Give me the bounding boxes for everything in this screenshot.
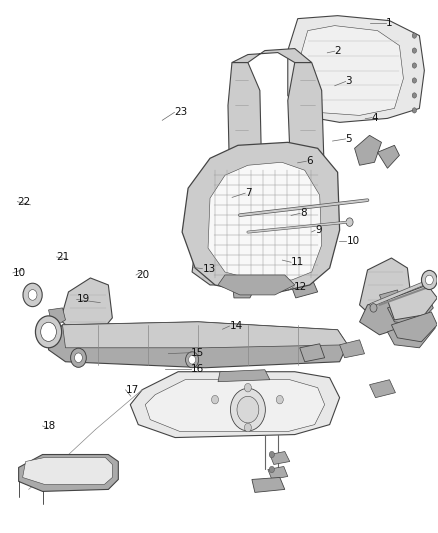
Text: 22: 22 [17,197,31,207]
Circle shape [71,348,86,367]
Circle shape [244,423,251,432]
Circle shape [412,63,417,68]
Polygon shape [23,457,112,484]
Text: 5: 5 [346,134,352,144]
Text: 18: 18 [42,421,56,431]
Polygon shape [19,455,118,491]
Circle shape [276,395,283,404]
Text: 17: 17 [126,385,139,395]
Circle shape [230,389,265,431]
Text: 12: 12 [294,282,307,292]
Polygon shape [300,344,325,362]
Polygon shape [379,290,401,308]
Text: 15: 15 [191,348,204,358]
Polygon shape [208,162,321,280]
Polygon shape [300,26,403,116]
Polygon shape [370,379,396,398]
Text: 7: 7 [245,188,252,198]
Circle shape [370,304,377,312]
Circle shape [346,218,353,227]
Circle shape [412,108,417,113]
Text: 21: 21 [57,252,70,262]
Polygon shape [388,318,435,348]
Circle shape [412,48,417,53]
Circle shape [74,353,82,362]
Polygon shape [388,295,433,325]
Polygon shape [60,278,112,335]
Polygon shape [290,278,318,298]
Text: 23: 23 [174,107,188,117]
Polygon shape [63,322,348,348]
Polygon shape [218,370,270,382]
Circle shape [412,78,417,83]
Polygon shape [268,466,288,480]
Polygon shape [288,15,424,123]
Text: 19: 19 [77,294,90,304]
Text: 10: 10 [13,268,26,278]
Text: 16: 16 [191,364,204,374]
Polygon shape [228,62,262,220]
Text: 20: 20 [136,270,149,280]
Polygon shape [392,312,437,342]
Circle shape [412,93,417,98]
Polygon shape [49,322,348,368]
Circle shape [186,352,199,368]
Text: 13: 13 [202,264,215,273]
Polygon shape [288,62,325,222]
Polygon shape [360,292,424,335]
Circle shape [189,356,196,364]
Circle shape [28,289,37,300]
Circle shape [41,322,57,342]
Polygon shape [192,225,242,285]
Circle shape [23,283,42,306]
Circle shape [421,270,437,289]
Polygon shape [339,340,364,358]
Polygon shape [182,142,339,292]
Text: 9: 9 [315,225,321,236]
Polygon shape [49,308,66,328]
Circle shape [269,466,275,473]
Polygon shape [270,451,290,464]
Circle shape [35,316,62,348]
Polygon shape [378,146,399,168]
Polygon shape [360,258,411,318]
Polygon shape [130,372,339,438]
Circle shape [425,275,433,285]
Text: 2: 2 [335,46,341,56]
Circle shape [269,451,275,458]
Circle shape [412,33,417,38]
Text: 8: 8 [300,208,307,219]
Circle shape [244,383,251,392]
Text: 6: 6 [306,156,313,166]
Text: 1: 1 [386,18,392,28]
Circle shape [237,397,259,423]
Polygon shape [252,478,285,492]
Text: 3: 3 [346,77,352,86]
Circle shape [212,395,219,404]
Text: 14: 14 [230,321,243,331]
Polygon shape [388,285,437,320]
Polygon shape [145,379,325,432]
Text: 11: 11 [291,257,304,267]
Text: 10: 10 [346,236,360,246]
Polygon shape [355,135,381,165]
Polygon shape [232,272,258,298]
Text: 4: 4 [372,112,378,123]
Polygon shape [218,275,295,295]
Polygon shape [232,49,312,62]
